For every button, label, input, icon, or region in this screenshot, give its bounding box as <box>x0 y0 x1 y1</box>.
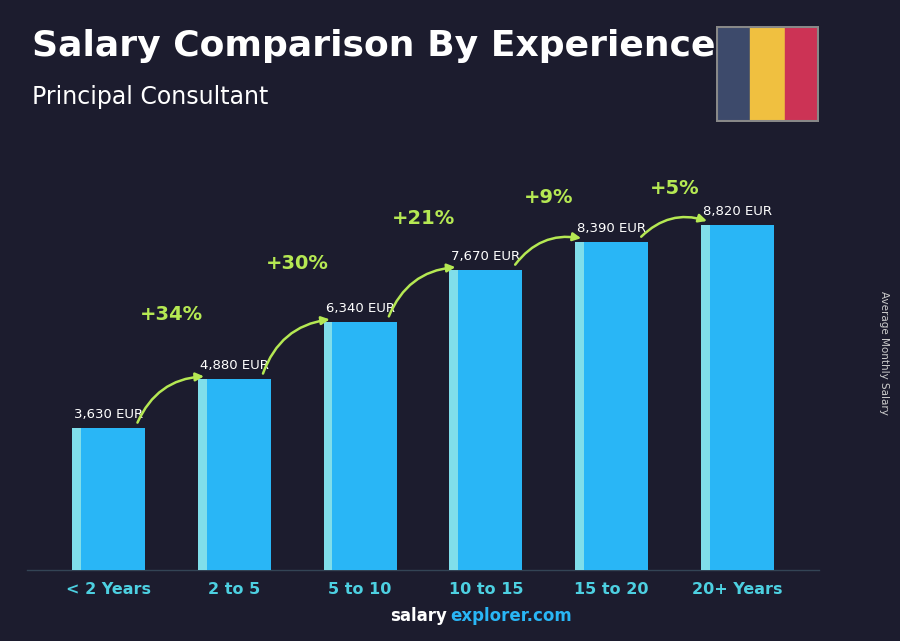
Text: Average Monthly Salary: Average Monthly Salary <box>878 290 889 415</box>
Bar <box>701 225 709 570</box>
Bar <box>701 225 774 570</box>
Text: explorer.com: explorer.com <box>450 607 572 625</box>
Bar <box>449 270 458 570</box>
Text: 6,340 EUR: 6,340 EUR <box>326 302 394 315</box>
Bar <box>324 322 397 570</box>
Text: Salary Comparison By Experience: Salary Comparison By Experience <box>32 29 715 63</box>
Bar <box>72 428 145 570</box>
Text: 4,880 EUR: 4,880 EUR <box>200 359 269 372</box>
Bar <box>72 428 81 570</box>
Bar <box>324 322 332 570</box>
Bar <box>575 242 584 570</box>
Bar <box>198 379 271 570</box>
Text: +9%: +9% <box>524 188 573 208</box>
Text: +21%: +21% <box>392 209 454 228</box>
Text: 8,390 EUR: 8,390 EUR <box>577 222 646 235</box>
Text: 7,670 EUR: 7,670 EUR <box>451 250 520 263</box>
Text: +5%: +5% <box>650 179 699 197</box>
Bar <box>785 26 819 122</box>
Text: 8,820 EUR: 8,820 EUR <box>703 205 772 218</box>
Bar <box>716 26 750 122</box>
Bar <box>198 379 207 570</box>
Text: 3,630 EUR: 3,630 EUR <box>74 408 143 421</box>
Text: +30%: +30% <box>266 254 328 273</box>
Bar <box>575 242 648 570</box>
Bar <box>449 270 522 570</box>
Text: salary: salary <box>391 607 447 625</box>
Text: Principal Consultant: Principal Consultant <box>32 85 268 108</box>
Text: +34%: +34% <box>140 306 203 324</box>
Bar <box>750 26 785 122</box>
